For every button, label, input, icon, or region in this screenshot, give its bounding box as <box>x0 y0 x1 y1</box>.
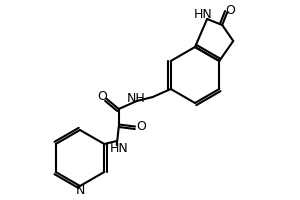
Text: O: O <box>225 4 235 17</box>
Text: N: N <box>75 184 85 196</box>
Text: O: O <box>97 90 107 104</box>
Text: HN: HN <box>194 8 212 21</box>
Text: NH: NH <box>126 92 145 106</box>
Text: HN: HN <box>110 142 128 156</box>
Text: O: O <box>136 120 146 134</box>
